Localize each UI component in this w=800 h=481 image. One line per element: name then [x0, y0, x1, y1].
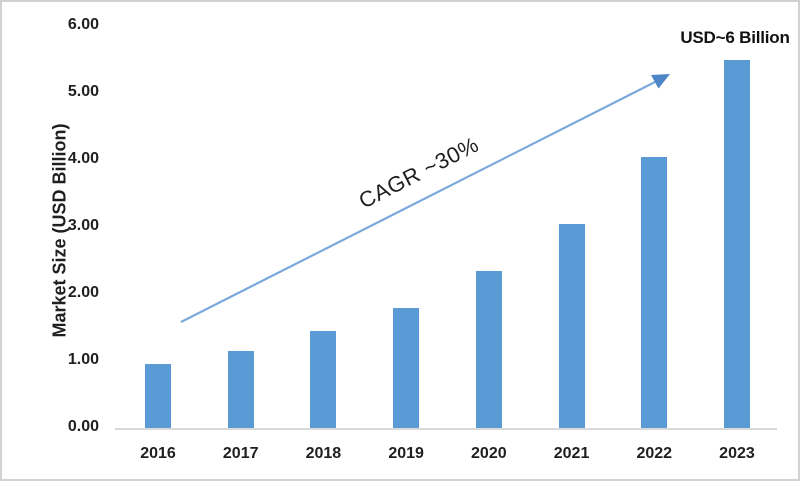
x-label-2018: 2018 [305, 445, 342, 462]
y-tick-label: 3.00 [67, 216, 99, 234]
bar-2023 [723, 60, 750, 428]
x-label-2017: 2017 [222, 445, 259, 462]
x-label-2016: 2016 [140, 445, 176, 462]
cagr-annotation: CAGR ~30% [354, 131, 483, 214]
end-value-annotation: USD~6 Billion [680, 28, 790, 47]
bar-2022 [641, 157, 668, 428]
x-label-2021: 2021 [553, 445, 590, 462]
y-tick-label: 0.00 [67, 417, 99, 435]
bar-2016 [145, 364, 171, 428]
y-tick-label: 2.00 [67, 283, 99, 301]
bar-2021 [558, 223, 585, 428]
y-tick-label: 4.00 [67, 149, 99, 167]
bar-2017 [227, 351, 254, 428]
y-tick-label: 5.00 [67, 83, 99, 100]
x-label-2020: 2020 [471, 445, 507, 462]
x-label-2023: 2023 [719, 445, 755, 462]
bar-2019 [393, 307, 420, 428]
y-tick-label: 1.00 [67, 350, 99, 368]
bar-2020 [475, 270, 502, 428]
bar-2018 [310, 330, 337, 428]
x-label-2022: 2022 [636, 445, 673, 462]
x-label-2019: 2019 [388, 445, 424, 462]
x-axis-line [115, 428, 777, 430]
y-tick-label: 6.00 [67, 16, 99, 34]
